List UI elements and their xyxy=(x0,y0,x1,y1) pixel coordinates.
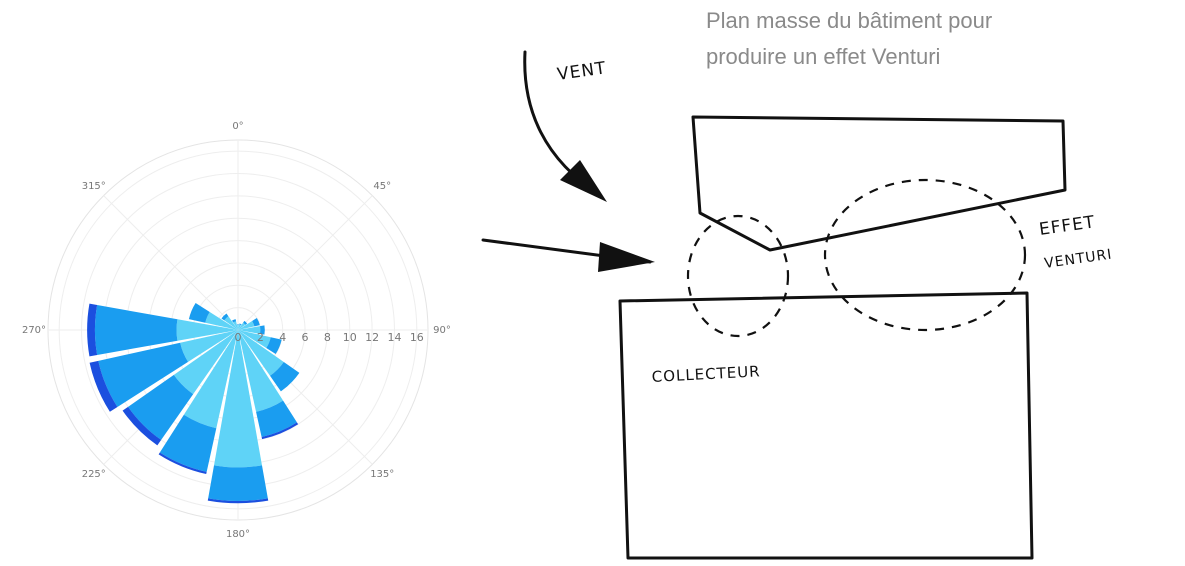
rose-segment xyxy=(261,422,299,440)
spoke xyxy=(103,195,239,331)
rose-segment xyxy=(122,406,162,446)
rose-segment xyxy=(243,320,248,325)
rose-segment xyxy=(214,330,262,468)
venturi-zone xyxy=(823,178,1027,332)
rose-segment xyxy=(238,322,246,330)
rose-segment xyxy=(188,302,210,323)
radial-tick-label: 6 xyxy=(302,331,309,344)
angle-label: 270° xyxy=(22,325,46,336)
rose-segment xyxy=(94,305,178,355)
radial-tick-label: 12 xyxy=(365,331,379,344)
angle-label: 45° xyxy=(373,181,391,192)
radial-tick-label: 8 xyxy=(324,331,331,344)
rose-segment xyxy=(176,319,238,341)
rose-segment xyxy=(128,374,194,440)
rose-segment xyxy=(173,330,238,395)
collector-building xyxy=(618,291,1034,560)
angle-label: 180° xyxy=(226,529,250,540)
rose-segment xyxy=(266,337,282,355)
spoke xyxy=(237,195,373,331)
rose-segment xyxy=(238,330,284,412)
angle-label: 315° xyxy=(82,181,106,192)
rose-segment xyxy=(224,316,238,330)
rose-segment xyxy=(205,311,238,330)
rose-segment xyxy=(98,342,189,407)
rose-segment xyxy=(260,325,265,335)
rose-segment xyxy=(238,320,255,330)
rose-segment xyxy=(159,414,217,472)
collector-label: COLLECTEUR xyxy=(651,362,761,386)
radial-tick-label: 0 xyxy=(235,331,242,344)
rose-segment xyxy=(238,330,284,376)
angle-label: 135° xyxy=(370,469,394,480)
rose-segment xyxy=(238,330,271,349)
rose-segment xyxy=(208,465,268,502)
wind-rose: 0° 45° 90° 135° 180° 225° 270° 315° 0 2 4 6 8 10 12 14 1… xyxy=(22,121,451,540)
building-top xyxy=(691,115,1067,252)
rose-segment xyxy=(207,498,269,504)
rose-segment xyxy=(233,321,238,330)
venturi-zone xyxy=(686,214,790,338)
angle-label: 0° xyxy=(232,121,243,132)
rose-segment xyxy=(87,303,98,357)
radial-tick-label: 10 xyxy=(343,331,357,344)
radial-tick-label: 16 xyxy=(410,331,424,344)
arrow-head xyxy=(560,160,607,202)
rose-segment xyxy=(89,360,118,412)
angle-label: 225° xyxy=(82,469,106,480)
rose-segment xyxy=(221,313,229,321)
rose-segment xyxy=(238,326,261,334)
rose-segment xyxy=(270,362,300,392)
rose-segment xyxy=(231,319,237,323)
radial-tick-label: 2 xyxy=(257,331,264,344)
radial-tick-label: 14 xyxy=(387,331,401,344)
caption-line: produire un effet Venturi xyxy=(706,44,940,69)
caption-line: Plan masse du bâtiment pour xyxy=(706,8,992,33)
rose-segment xyxy=(158,452,207,475)
rose-segment xyxy=(183,330,238,429)
rose-segment xyxy=(252,317,260,327)
rose-segment xyxy=(256,400,297,437)
radial-tick-label: 4 xyxy=(279,331,286,344)
rose-segment xyxy=(239,323,242,326)
rose-segment xyxy=(238,324,242,330)
rose-segment xyxy=(180,330,238,362)
angle-label: 90° xyxy=(433,325,451,336)
arrow-head xyxy=(598,242,655,272)
rose-segment xyxy=(237,324,239,330)
